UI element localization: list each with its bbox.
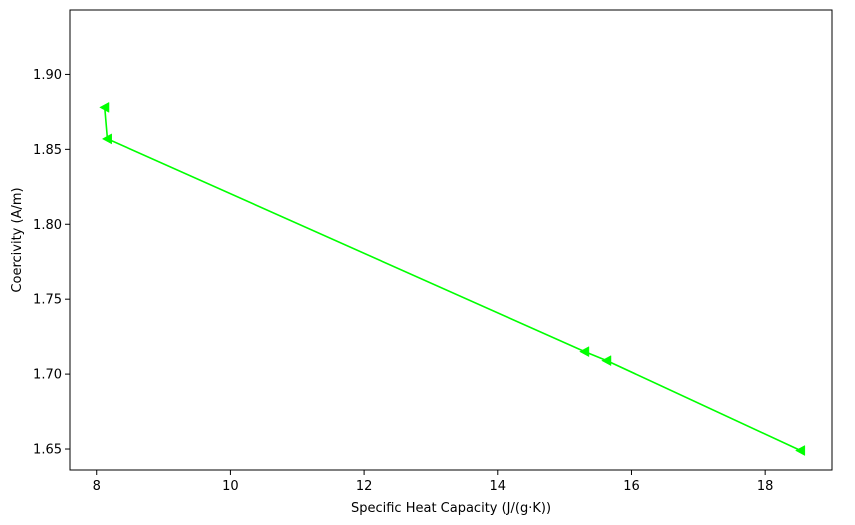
y-axis-label: Coercivity (A/m) [10,187,25,292]
y-tick-label: 1.80 [33,218,62,233]
data-point-marker [579,346,590,358]
y-tick-label: 1.85 [33,143,62,158]
data-point-marker [601,355,612,367]
data-point-marker [99,101,110,113]
y-tick-label: 1.90 [33,68,62,83]
data-point-marker [795,445,806,456]
y-axis-ticks: 1.65 1.70 1.75 1.80 1.85 1.90 [33,68,70,458]
x-axis-label: Specific Heat Capacity (J/(g·K)) [351,501,551,516]
x-tick-label: 12 [356,479,373,494]
x-tick-label: 8 [93,479,101,494]
y-tick-label: 1.65 [33,443,62,458]
x-tick-label: 10 [222,479,239,494]
x-axis-ticks: 8 10 12 14 16 18 [93,470,774,494]
y-tick-label: 1.70 [33,368,62,383]
y-tick-label: 1.75 [33,293,62,308]
plot-area-frame [69,9,833,471]
x-tick-label: 16 [623,479,640,494]
x-tick-label: 18 [757,479,774,494]
x-tick-label: 14 [490,479,507,494]
data-point-marker [101,133,112,145]
series-layer [99,101,806,456]
